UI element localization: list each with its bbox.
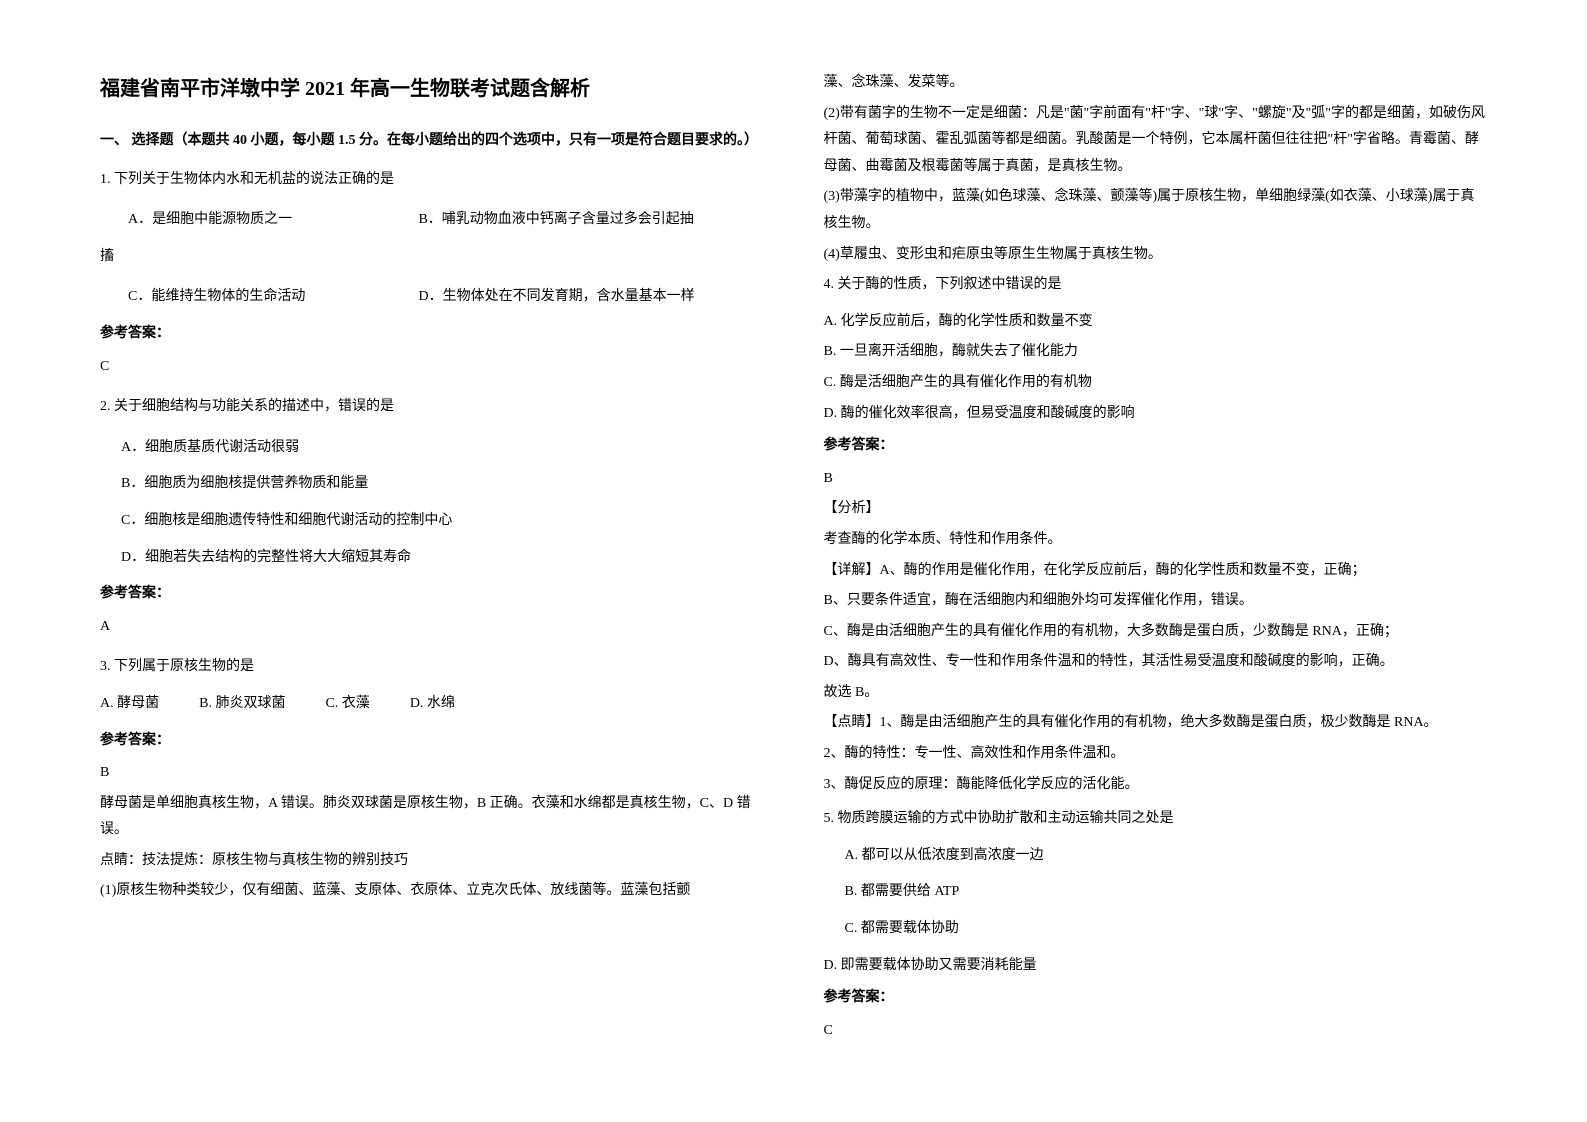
explanation: (2)带有菌字的生物不一定是细菌：凡是"菌"字前面有"杆"字、"球"字、"螺旋"… [824,101,1488,181]
question-text: 5. 物质跨膜运输的方式中协助扩散和主动运输共同之处是 [824,806,1488,833]
point: 【点睛】1、酶是由活细胞产生的具有催化作用的有机物，绝大多数酶是蛋白质，极少数酶… [824,710,1488,737]
option-d: D．生物体处在不同发育期，含水量基本一样 [418,284,763,311]
option-a: A. 酵母菌 [100,691,159,718]
option-c: C. 都需要载体协助 [824,916,1488,943]
question-text: 1. 下列关于生物体内水和无机盐的说法正确的是 [100,167,764,194]
explanation: (3)带藻字的植物中，蓝藻(如色球藻、念珠藻、颤藻等)属于原核生物，单细胞绿藻(… [824,184,1488,237]
detail-b: B、只要条件适宜，酶在活细胞内和细胞外均可发挥催化作用，错误。 [824,588,1488,615]
analysis-label: 【分析】 [824,496,1488,523]
option-b: B. 都需要供给 ATP [824,879,1488,906]
options-inline: A. 酵母菌 B. 肺炎双球菌 C. 衣藻 D. 水绵 [100,691,764,718]
answer-label: 参考答案： [100,321,764,348]
answer: A [100,614,764,641]
answer-label: 参考答案： [100,728,764,755]
option-a: A. 化学反应前后，酶的化学性质和数量不变 [824,309,1488,336]
answer-label: 参考答案： [100,581,764,608]
left-column: 福建省南平市洋墩中学 2021 年高一生物联考试题含解析 一、 选择题（本题共 … [100,70,764,1052]
explanation: (4)草履虫、变形虫和疟原虫等原生生物属于真核生物。 [824,242,1488,269]
section-header: 一、 选择题（本题共 40 小题，每小题 1.5 分。在每小题给出的四个选项中，… [100,128,764,155]
analysis: 考查酶的化学本质、特性和作用条件。 [824,527,1488,554]
answer: C [100,354,764,381]
option-c: C．细胞核是细胞遗传特性和细胞代谢活动的控制中心 [100,508,764,535]
answer-label: 参考答案： [824,985,1488,1012]
question-2: 2. 关于细胞结构与功能关系的描述中，错误的是 A．细胞质基质代谢活动很弱 B．… [100,394,764,640]
options-row: A．是细胞中能源物质之一 B．哺乳动物血液中钙离子含量过多会引起抽 [100,207,764,234]
options-row: C．能维持生物体的生命活动 D．生物体处在不同发育期，含水量基本一样 [100,284,764,311]
explanation: (1)原核生物种类较少，仅有细菌、蓝藻、支原体、衣原体、立克次氏体、放线菌等。蓝… [100,878,764,905]
right-column: 藻、念珠藻、发菜等。 (2)带有菌字的生物不一定是细菌：凡是"菌"字前面有"杆"… [824,70,1488,1052]
answer: C [824,1018,1488,1045]
option-a: A．细胞质基质代谢活动很弱 [100,435,764,462]
point-label: 【点睛】 [824,715,880,730]
option-c: C. 酶是活细胞产生的具有催化作用的有机物 [824,370,1488,397]
question-text: 2. 关于细胞结构与功能关系的描述中，错误的是 [100,394,764,421]
question-4: 4. 关于酶的性质，下列叙述中错误的是 A. 化学反应前后，酶的化学性质和数量不… [824,272,1488,798]
detail-label: 【详解】 [824,563,880,578]
answer-label: 参考答案： [824,433,1488,460]
option-c: C．能维持生物体的生命活动 [100,284,418,311]
detail-a: A、酶的作用是催化作用，在化学反应前后，酶的化学性质和数量不变，正确； [880,563,1366,578]
option-a: A. 都可以从低浓度到高浓度一边 [824,843,1488,870]
point-3: 3、酶促反应的原理：酶能降低化学反应的活化能。 [824,772,1488,799]
question-3: 3. 下列属于原核生物的是 A. 酵母菌 B. 肺炎双球菌 C. 衣藻 D. 水… [100,654,764,905]
option-d: D. 水绵 [410,691,455,718]
explanation: 藻、念珠藻、发菜等。 [824,70,1488,97]
question-text: 4. 关于酶的性质，下列叙述中错误的是 [824,272,1488,299]
option-b: B. 肺炎双球菌 [199,691,285,718]
answer: B [100,760,764,787]
point-1: 1、酶是由活细胞产生的具有催化作用的有机物，绝大多数酶是蛋白质，极少数酶是 RN… [880,715,1438,730]
point-2: 2、酶的特性：专一性、高效性和作用条件温和。 [824,741,1488,768]
question-5: 5. 物质跨膜运输的方式中协助扩散和主动运输共同之处是 A. 都可以从低浓度到高… [824,806,1488,1044]
option-b-cont: 搐 [100,244,764,271]
answer: B [824,466,1488,493]
conclusion: 故选 B。 [824,680,1488,707]
option-b: B．细胞质为细胞核提供营养物质和能量 [100,471,764,498]
explanation: 点睛：技法提炼：原核生物与真核生物的辨别技巧 [100,848,764,875]
detail: 【详解】A、酶的作用是催化作用，在化学反应前后，酶的化学性质和数量不变，正确； [824,558,1488,585]
option-c: C. 衣藻 [325,691,369,718]
question-text: 3. 下列属于原核生物的是 [100,654,764,681]
document-title: 福建省南平市洋墩中学 2021 年高一生物联考试题含解析 [100,70,764,108]
explanation: 酵母菌是单细胞真核生物，A 错误。肺炎双球菌是原核生物，B 正确。衣藻和水绵都是… [100,791,764,844]
option-a: A．是细胞中能源物质之一 [100,207,418,234]
detail-c: C、酶是由活细胞产生的具有催化作用的有机物，大多数酶是蛋白质，少数酶是 RNA，… [824,619,1488,646]
option-d: D．细胞若失去结构的完整性将大大缩短其寿命 [100,545,764,572]
option-b: B. 一旦离开活细胞，酶就失去了催化能力 [824,339,1488,366]
option-d: D. 酶的催化效率很高，但易受温度和酸碱度的影响 [824,401,1488,428]
option-d: D. 即需要载体协助又需要消耗能量 [824,953,1488,980]
question-1: 1. 下列关于生物体内水和无机盐的说法正确的是 A．是细胞中能源物质之一 B．哺… [100,167,764,381]
detail-d: D、酶具有高效性、专一性和作用条件温和的特性，其活性易受温度和酸碱度的影响，正确… [824,649,1488,676]
option-b: B．哺乳动物血液中钙离子含量过多会引起抽 [418,207,763,234]
